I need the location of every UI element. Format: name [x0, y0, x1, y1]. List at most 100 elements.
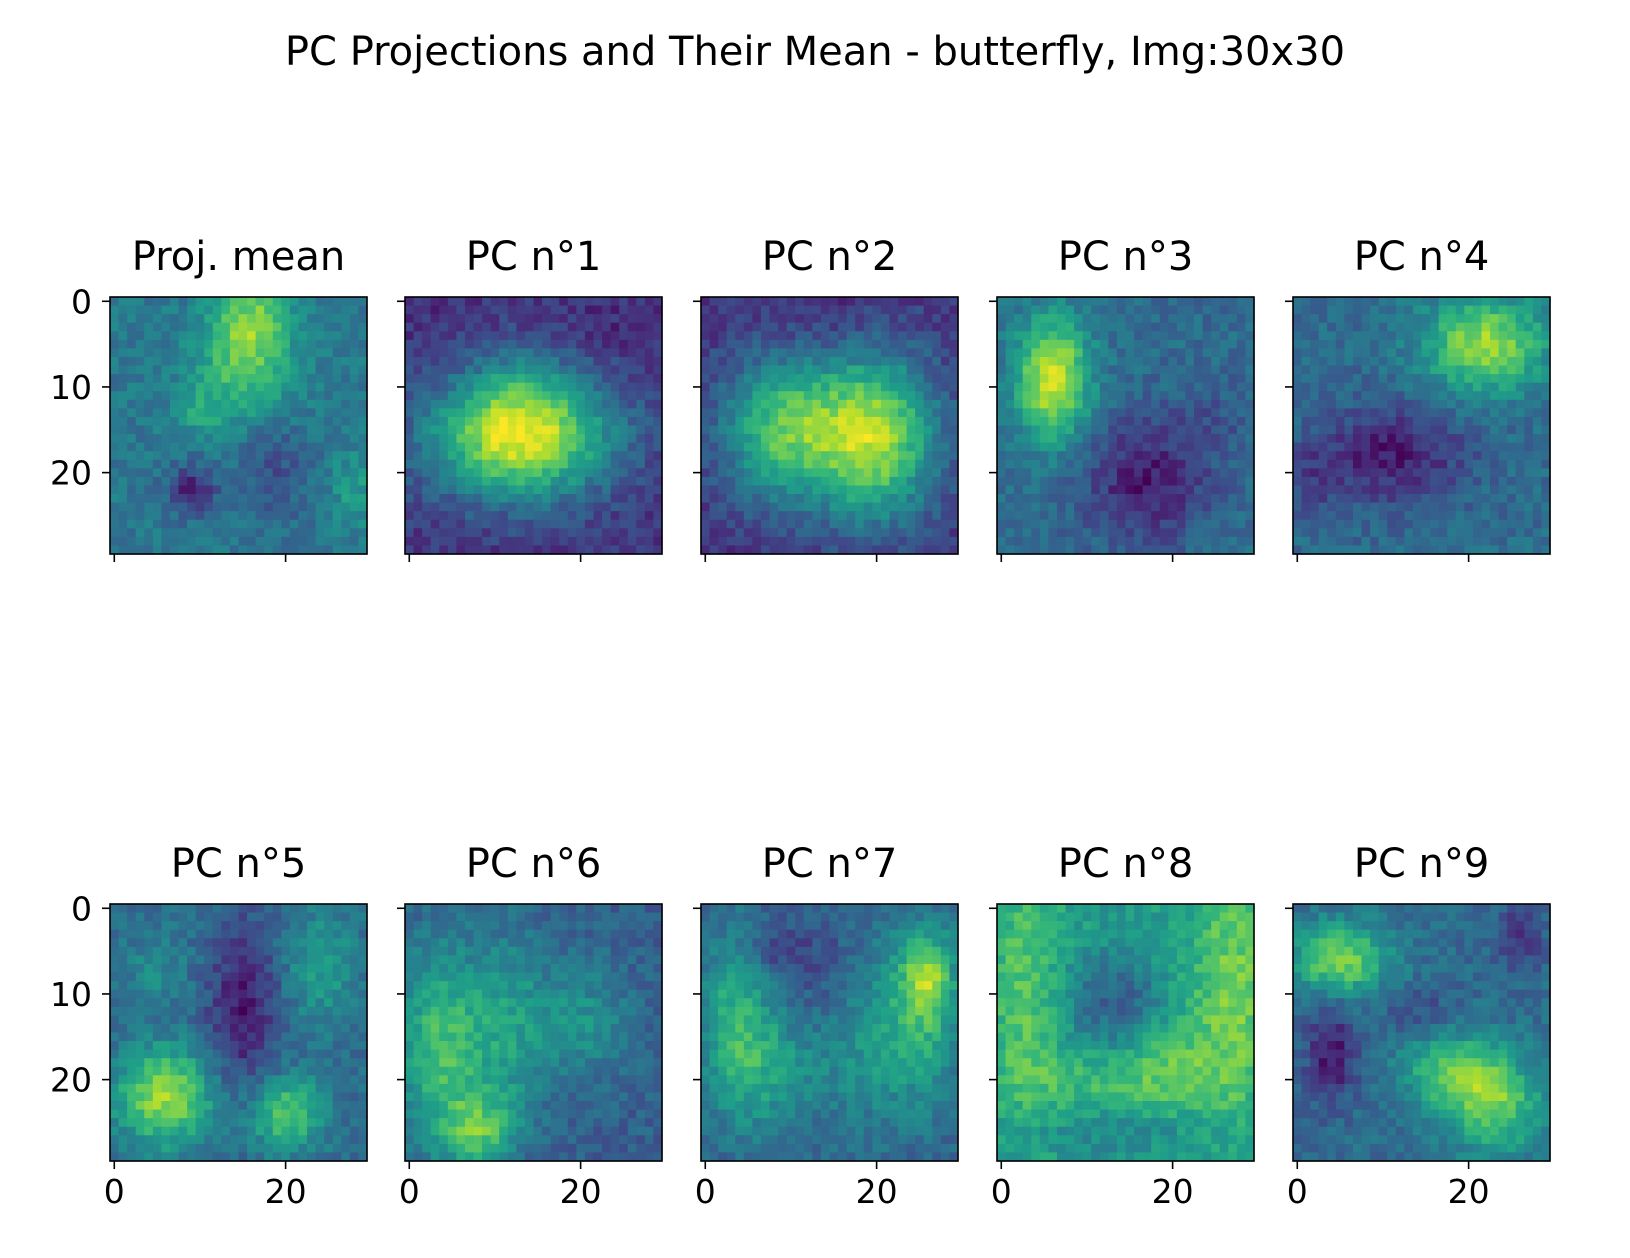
heatmap-cell [332, 305, 342, 315]
heatmap-cell [178, 451, 188, 461]
heatmap-cell [430, 305, 440, 315]
heatmap-cell [1031, 425, 1041, 435]
heatmap-cell [358, 434, 368, 444]
heatmap-cell [161, 382, 171, 392]
heatmap-cell [204, 442, 214, 452]
heatmap-cell [1176, 416, 1187, 427]
heatmap-cell [726, 494, 736, 504]
heatmap-cell [1185, 511, 1195, 521]
heatmap-cell [752, 297, 762, 307]
heatmap-cell [1176, 451, 1187, 461]
heatmap-cell [752, 331, 762, 341]
heatmap-cell [264, 519, 274, 529]
heatmap-cell [1404, 297, 1414, 307]
heatmap-cell [1159, 297, 1169, 307]
heatmap-cell [880, 494, 891, 504]
heatmap-cell [264, 399, 274, 409]
heatmap-cell [567, 536, 577, 547]
heatmap-cell [1524, 391, 1534, 401]
heatmap-cell [576, 511, 586, 521]
heatmap-cell [1335, 511, 1345, 521]
heatmap-cell [1335, 459, 1345, 469]
heatmap-cell [144, 938, 154, 948]
heatmap-cell [1438, 536, 1448, 547]
heatmap-cell [324, 339, 334, 349]
heatmap-cell [829, 331, 839, 341]
heatmap-cell [221, 382, 231, 392]
heatmap-cell [1352, 305, 1363, 315]
heatmap-cell [1228, 528, 1238, 538]
heatmap-cell [247, 981, 257, 991]
heatmap-cell [718, 331, 728, 341]
heatmap-cell [482, 494, 492, 504]
heatmap-cell [653, 297, 663, 307]
heatmap-cell [602, 442, 612, 452]
heatmap-cell [619, 528, 629, 538]
heatmap-cell [349, 297, 360, 307]
heatmap-cell [1438, 494, 1448, 504]
heatmap-cell [636, 494, 646, 504]
heatmap-cell [1142, 416, 1152, 427]
heatmap-cell [430, 528, 440, 538]
heatmap-cell [1014, 339, 1024, 349]
heatmap-cell [1301, 485, 1311, 495]
heatmap-cell [1387, 459, 1397, 469]
heatmap-cell [576, 519, 586, 529]
heatmap-cell [1211, 322, 1221, 332]
heatmap-cell [272, 904, 282, 914]
heatmap-cell [272, 938, 282, 948]
heatmap-cell [1412, 297, 1423, 307]
heatmap-cell [1142, 494, 1152, 504]
heatmap-cell [349, 468, 360, 478]
heatmap-cell [627, 416, 637, 427]
heatmap-cell [593, 425, 603, 435]
heatmap-cell [507, 356, 517, 367]
heatmap-cell [1168, 382, 1178, 392]
heatmap-cell [405, 382, 415, 392]
heatmap-cell [229, 348, 240, 358]
heatmap-cell [584, 365, 595, 375]
heatmap-cell [422, 519, 432, 529]
heatmap-cell [516, 356, 526, 367]
heatmap-cell [439, 476, 449, 487]
heatmap-cell [1327, 434, 1337, 444]
heatmap-cell [1293, 536, 1303, 547]
heatmap-cell [1404, 305, 1414, 315]
heatmap-cell [997, 391, 1007, 401]
heatmap-cell [636, 314, 646, 324]
heatmap-cell [1370, 494, 1380, 504]
heatmap-cell [247, 519, 257, 529]
heatmap-cell [255, 972, 265, 982]
heatmap-cell [709, 511, 719, 521]
heatmap-cell [1168, 434, 1178, 444]
heatmap-cell [1361, 459, 1371, 469]
heatmap-cell [915, 425, 925, 435]
heatmap-cell [709, 416, 719, 427]
heatmap-cell [872, 348, 882, 358]
heatmap-cell [1031, 305, 1041, 315]
heatmap-cell [863, 305, 873, 315]
heatmap-cell [298, 314, 308, 324]
heatmap-cell [1498, 305, 1508, 315]
heatmap-cell [709, 314, 719, 324]
heatmap-cell [1176, 365, 1187, 375]
heatmap-cell [1228, 408, 1238, 418]
heatmap-cell [735, 314, 745, 324]
heatmap-cell [906, 494, 916, 504]
heatmap-cell [1395, 399, 1405, 409]
heatmap-cell [1352, 348, 1363, 358]
heatmap-cell [439, 459, 449, 469]
heatmap-cell [255, 476, 265, 487]
heatmap-cell [272, 399, 282, 409]
heatmap-cell [1039, 305, 1049, 315]
heatmap-cell [1202, 314, 1212, 324]
heatmap-cell [195, 314, 205, 324]
heatmap-cell [413, 536, 423, 547]
heatmap-cell [169, 989, 180, 999]
heatmap-cell [195, 963, 205, 974]
heatmap-cell [1048, 468, 1058, 478]
heatmap-cell [430, 476, 440, 487]
heatmap-cell [743, 391, 753, 401]
heatmap-cell [932, 425, 942, 435]
heatmap-cell [247, 998, 257, 1008]
